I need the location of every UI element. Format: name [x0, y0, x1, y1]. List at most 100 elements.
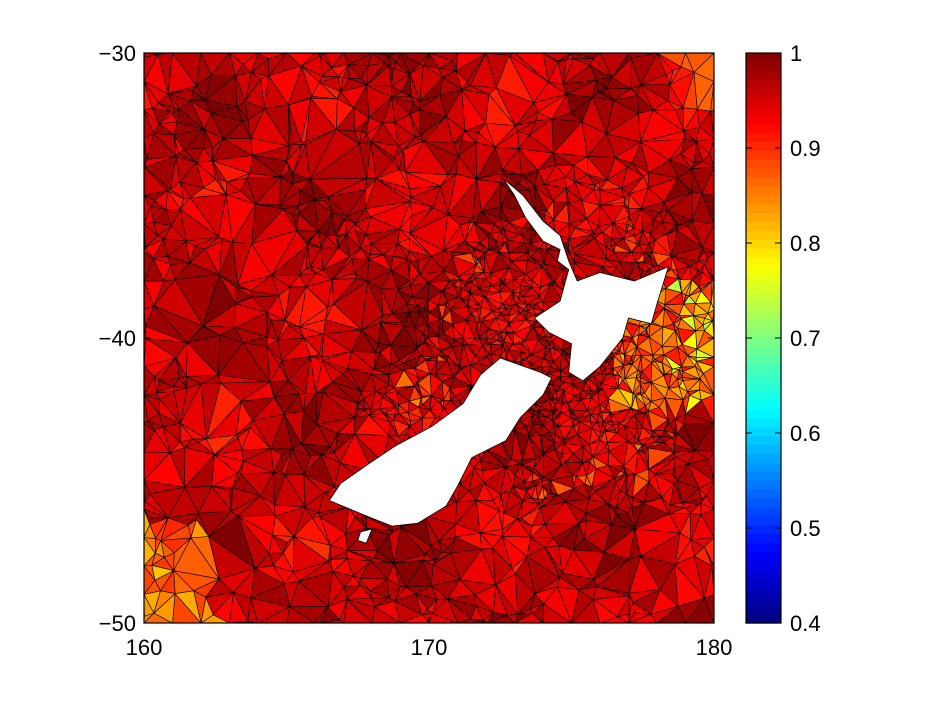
- mesh-triangle: [585, 503, 612, 525]
- mesh-triangle: [500, 466, 514, 495]
- mesh-triangle: [274, 380, 300, 398]
- mesh-triangle: [681, 292, 686, 305]
- mesh-triangle: [532, 303, 544, 312]
- mesh-triangle: [301, 53, 321, 67]
- mesh-triangle: [698, 280, 713, 290]
- mesh-triangle: [304, 506, 319, 518]
- mesh-triangle: [430, 585, 448, 600]
- mesh-triangle: [236, 100, 249, 120]
- colorbar-segment: [746, 489, 781, 499]
- mesh-triangle: [524, 177, 535, 191]
- mesh-triangle: [666, 230, 678, 257]
- mesh-triangle: [628, 555, 642, 594]
- mesh-triangle: [648, 239, 656, 253]
- colorbar-segment: [746, 320, 781, 330]
- mesh-triangle: [572, 421, 580, 428]
- mesh-triangle: [316, 417, 355, 434]
- mesh-triangle: [594, 481, 617, 505]
- mesh-triangle: [279, 189, 301, 207]
- mesh-triangle: [541, 479, 551, 487]
- mesh-triangle: [619, 251, 637, 263]
- mesh-triangle: [592, 595, 630, 618]
- mesh-triangle: [543, 493, 559, 500]
- mesh-triangle: [251, 58, 270, 77]
- mesh-triangle: [650, 605, 679, 623]
- mesh-triangle: [330, 558, 348, 572]
- colorbar-tick-label: 0.9: [790, 136, 821, 161]
- mesh-triangle: [453, 130, 466, 144]
- colorbar-segment: [746, 204, 781, 214]
- mesh-triangle: [214, 434, 239, 455]
- mesh-triangle: [204, 74, 236, 101]
- mesh-triangle: [669, 66, 682, 85]
- colorbar-segment: [746, 150, 781, 161]
- mesh-triangle: [151, 552, 165, 566]
- mesh-triangle: [510, 291, 517, 306]
- mesh-triangle: [604, 87, 614, 101]
- mesh-triangle: [292, 178, 311, 191]
- colorbar-segment: [746, 222, 781, 232]
- mesh-triangle: [418, 397, 423, 408]
- mesh-triangle: [370, 141, 399, 158]
- colorbar-segment: [746, 338, 781, 348]
- south-island-landmass: [328, 357, 553, 527]
- mesh-triangle: [270, 448, 293, 455]
- mesh-triangle: [573, 165, 588, 183]
- colorbar-segment: [746, 106, 781, 116]
- mesh-triangle: [690, 502, 702, 515]
- mesh-triangle: [163, 552, 175, 571]
- x-tick-label: 160: [126, 635, 163, 660]
- mesh-triangle: [510, 259, 528, 275]
- mesh-triangle: [547, 81, 568, 95]
- mesh-triangle: [581, 393, 592, 400]
- mesh-triangle: [360, 243, 372, 255]
- mesh-triangle: [592, 446, 610, 458]
- colorbar-tick-label: 1: [790, 41, 802, 66]
- colorbar-segment: [746, 507, 781, 517]
- mesh-triangle: [423, 307, 428, 312]
- colorbar-segment: [746, 551, 781, 562]
- mesh-triangle: [490, 339, 504, 346]
- mesh-triangle: [501, 307, 510, 316]
- mesh-triangle: [147, 419, 164, 431]
- mesh-triangle: [158, 113, 178, 124]
- mesh-triangle: [218, 568, 256, 593]
- mesh-triangle: [612, 365, 625, 374]
- mesh-triangle: [148, 517, 169, 525]
- mesh-triangle: [391, 270, 410, 290]
- colorbar-segment: [746, 560, 781, 571]
- mesh-triangle: [488, 87, 516, 127]
- mesh-triangle: [623, 414, 639, 430]
- mesh-triangle: [551, 281, 554, 284]
- mesh-triangle: [508, 322, 514, 334]
- mesh-triangle: [179, 438, 193, 448]
- mesh-triangle: [153, 209, 172, 227]
- colorbar-tick-label: 0.6: [790, 421, 821, 446]
- mesh-triangle: [607, 387, 632, 409]
- mesh-triangle: [611, 57, 632, 89]
- colorbar-segment: [746, 614, 781, 624]
- mesh-triangle: [514, 421, 526, 428]
- colorbar-segment: [746, 70, 781, 81]
- mesh-triangle: [286, 160, 294, 175]
- mesh-triangle: [373, 550, 395, 564]
- mesh-triangle: [454, 386, 473, 402]
- mesh-triangle: [636, 346, 654, 357]
- mesh-triangle: [690, 539, 705, 557]
- colorbar-segment: [746, 266, 781, 277]
- mesh-triangle: [504, 345, 509, 351]
- colorbar-segment: [746, 186, 781, 197]
- colorbar-segment: [746, 409, 781, 419]
- mesh-triangle: [370, 373, 389, 386]
- mesh-triangle: [299, 245, 308, 276]
- mesh-triangle: [560, 375, 571, 383]
- mesh-triangle: [601, 369, 608, 375]
- colorbar-segment: [746, 471, 781, 482]
- mesh-triangle: [178, 100, 205, 130]
- mesh-triangle: [359, 584, 372, 599]
- colorbar-segment: [746, 346, 781, 357]
- mesh-triangle: [552, 390, 558, 401]
- mesh-triangle: [287, 104, 293, 147]
- mesh-triangle: [642, 231, 651, 244]
- colorbar-segment: [746, 53, 781, 63]
